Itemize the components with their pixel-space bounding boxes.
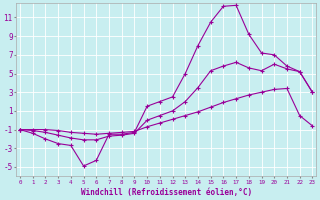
- X-axis label: Windchill (Refroidissement éolien,°C): Windchill (Refroidissement éolien,°C): [81, 188, 252, 197]
